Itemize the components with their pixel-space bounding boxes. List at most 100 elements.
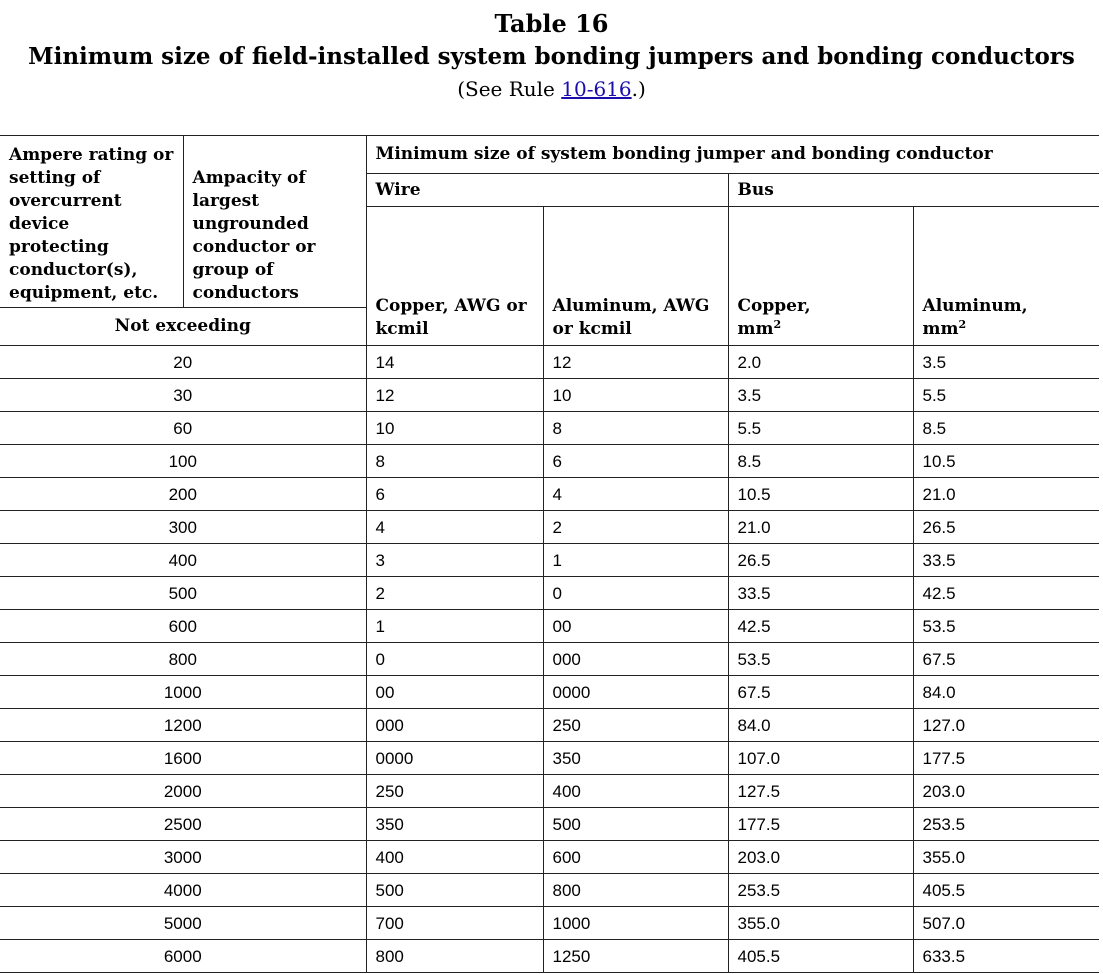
aluminum-bus-cell: 127.0 (912, 708, 1100, 742)
copper-wire-cell: 12 (365, 378, 543, 412)
copper-bus-unit-sup: 2 (773, 318, 782, 331)
table-row: 60 10 8 5.5 8.5 (0, 411, 1100, 445)
header-copper-bus: Copper, mm2 (727, 206, 913, 346)
aluminum-wire-cell: 8 (542, 411, 728, 445)
aluminum-bus-cell: 177.5 (912, 741, 1100, 775)
ampere-rating-cell: 6000 (0, 939, 366, 973)
copper-bus-unit: mm (737, 319, 774, 339)
aluminum-bus-cell: 26.5 (912, 510, 1100, 544)
aluminum-wire-cell: 000 (542, 642, 728, 676)
copper-bus-cell: 84.0 (727, 708, 913, 742)
copper-wire-cell: 10 (365, 411, 543, 445)
header-not-exceeding: Not exceeding (0, 307, 366, 346)
aluminum-wire-cell: 500 (542, 807, 728, 841)
copper-bus-cell: 33.5 (727, 576, 913, 610)
table-row: 400 3 1 26.5 33.5 (0, 543, 1100, 577)
table-row: 30 12 10 3.5 5.5 (0, 378, 1100, 412)
copper-bus-cell: 8.5 (727, 444, 913, 478)
ampere-rating-cell: 1000 (0, 675, 366, 709)
header-minimum-size: Minimum size of system bonding jumper an… (365, 135, 1100, 174)
copper-wire-cell: 4 (365, 510, 543, 544)
aluminum-bus-unit: mm (922, 319, 959, 339)
table-row: 1200 000 250 84.0 127.0 (0, 708, 1100, 742)
aluminum-wire-cell: 10 (542, 378, 728, 412)
copper-wire-cell: 00 (365, 675, 543, 709)
aluminum-wire-cell: 4 (542, 477, 728, 511)
copper-wire-cell: 500 (365, 873, 543, 907)
ampere-rating-cell: 5000 (0, 906, 366, 940)
table-body: 20 14 12 2.0 3.5 30 12 10 3.5 5.5 60 10 8 5.5 8.5 100 8 6… (0, 345, 1100, 973)
table-row: 100 8 6 8.5 10.5 (0, 444, 1100, 478)
aluminum-bus-cell: 67.5 (912, 642, 1100, 676)
copper-wire-cell: 8 (365, 444, 543, 478)
ampere-rating-cell: 100 (0, 444, 366, 478)
table-row: 200 6 4 10.5 21.0 (0, 477, 1100, 511)
ampere-rating-cell: 3000 (0, 840, 366, 874)
rule-link[interactable]: 10-616 (561, 77, 632, 101)
header-copper-wire: Copper, AWG or kcmil (365, 206, 543, 346)
copper-wire-cell: 0 (365, 642, 543, 676)
copper-bus-cell: 177.5 (727, 807, 913, 841)
copper-bus-cell: 10.5 (727, 477, 913, 511)
table-row: 1600 0000 350 107.0 177.5 (0, 741, 1100, 775)
table-row: 1000 00 0000 67.5 84.0 (0, 675, 1100, 709)
table-row: 600 1 00 42.5 53.5 (0, 609, 1100, 643)
aluminum-wire-cell: 6 (542, 444, 728, 478)
aluminum-bus-cell: 5.5 (912, 378, 1100, 412)
copper-bus-cell: 355.0 (727, 906, 913, 940)
aluminum-wire-cell: 12 (542, 345, 728, 379)
copper-wire-cell: 3 (365, 543, 543, 577)
see-suffix: .) (631, 77, 646, 101)
table-row: 4000 500 800 253.5 405.5 (0, 873, 1100, 907)
table-number: Table 16 (494, 9, 609, 38)
copper-bus-cell: 5.5 (727, 411, 913, 445)
copper-wire-cell: 350 (365, 807, 543, 841)
aluminum-bus-cell: 33.5 (912, 543, 1100, 577)
copper-bus-cell: 26.5 (727, 543, 913, 577)
header-aluminum-bus: Aluminum, mm2 (912, 206, 1100, 346)
table-title-block: Table 16 Minimum size of field-installed… (0, 0, 1103, 127)
copper-wire-cell: 800 (365, 939, 543, 973)
see-rule-note: (See Rule 10-616.) (0, 74, 1103, 104)
aluminum-bus-cell: 405.5 (912, 873, 1100, 907)
copper-wire-cell: 1 (365, 609, 543, 643)
bonding-table: Ampere rating or setting of overcurrent … (0, 135, 1100, 973)
copper-bus-cell: 53.5 (727, 642, 913, 676)
ampere-rating-cell: 200 (0, 477, 366, 511)
table-title: Minimum size of field-installed system b… (28, 43, 1075, 70)
table-row: 3000 400 600 203.0 355.0 (0, 840, 1100, 874)
table-row: 2000 250 400 127.5 203.0 (0, 774, 1100, 808)
aluminum-wire-cell: 0 (542, 576, 728, 610)
copper-wire-cell: 000 (365, 708, 543, 742)
aluminum-wire-cell: 1250 (542, 939, 728, 973)
aluminum-wire-cell: 0000 (542, 675, 728, 709)
copper-bus-cell: 107.0 (727, 741, 913, 775)
aluminum-wire-cell: 1000 (542, 906, 728, 940)
copper-bus-cell: 203.0 (727, 840, 913, 874)
aluminum-bus-cell: 84.0 (912, 675, 1100, 709)
copper-wire-cell: 2 (365, 576, 543, 610)
copper-bus-cell: 67.5 (727, 675, 913, 709)
header-ampere-rating: Ampere rating or setting of overcurrent … (0, 135, 183, 308)
aluminum-wire-cell: 1 (542, 543, 728, 577)
aluminum-bus-cell: 203.0 (912, 774, 1100, 808)
copper-wire-cell: 250 (365, 774, 543, 808)
header-wire: Wire (365, 173, 728, 207)
table-row: 300 4 2 21.0 26.5 (0, 510, 1100, 544)
header-bus: Bus (727, 173, 1100, 207)
aluminum-bus-cell: 21.0 (912, 477, 1100, 511)
ampere-rating-cell: 60 (0, 411, 366, 445)
aluminum-bus-cell: 633.5 (912, 939, 1100, 973)
ampere-rating-cell: 1600 (0, 741, 366, 775)
aluminum-wire-cell: 600 (542, 840, 728, 874)
table-row: 6000 800 1250 405.5 633.5 (0, 939, 1100, 973)
table-row: 20 14 12 2.0 3.5 (0, 345, 1100, 379)
aluminum-bus-cell: 253.5 (912, 807, 1100, 841)
copper-bus-cell: 2.0 (727, 345, 913, 379)
aluminum-bus-cell: 42.5 (912, 576, 1100, 610)
copper-bus-cell: 405.5 (727, 939, 913, 973)
table-row: 800 0 000 53.5 67.5 (0, 642, 1100, 676)
ampere-rating-cell: 800 (0, 642, 366, 676)
see-prefix: (See Rule (457, 77, 562, 101)
copper-wire-cell: 700 (365, 906, 543, 940)
